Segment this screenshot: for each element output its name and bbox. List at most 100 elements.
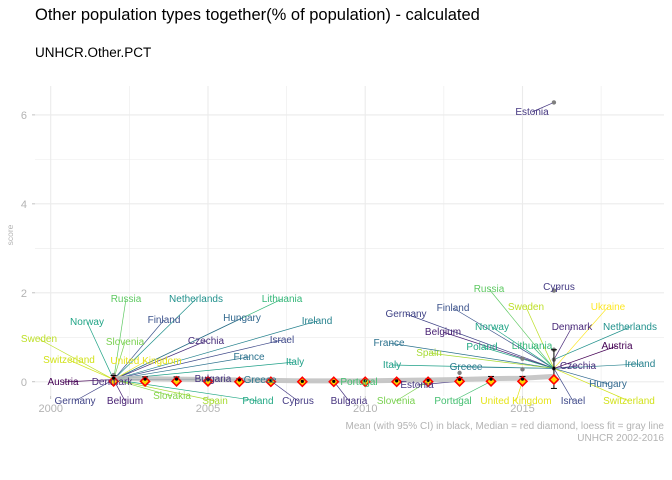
country-label: Norway [475,322,509,333]
country-label: Belgium [107,396,143,407]
country-label: Austria [47,377,79,388]
label-connector [553,368,630,402]
mean-point [426,378,430,383]
country-label: United Kingdom [110,356,181,367]
mean-point [269,379,273,383]
label-connector [38,338,114,380]
label-connector [553,363,641,369]
label-connector [553,306,609,369]
label-connector [491,326,555,369]
label-connector [62,379,114,383]
median-diamond [139,375,151,387]
label-connector [113,379,173,397]
country-label: Austria [601,341,633,352]
x-tick-label: 2005 [196,403,220,415]
country-label: Israel [561,396,585,407]
label-connector [405,313,555,369]
label-connector [86,321,114,380]
data-point [551,288,557,293]
country-label: Belgium [425,327,461,338]
country-label: United Kingdom [480,396,551,407]
country-label: Norway [70,317,104,328]
mean-point [237,378,242,382]
country-label: Italy [286,357,304,368]
mean-point [520,377,525,381]
label-connector [113,298,197,380]
label-connector [113,339,283,380]
country-label: Portugal [434,396,471,407]
country-label: Netherlands [603,322,657,333]
label-connector [525,306,555,369]
label-connector [388,342,554,369]
country-label: Slovenia [377,396,416,407]
label-connector [452,381,492,402]
country-label: Ireland [302,316,333,327]
mean-point [363,379,367,383]
country-label: Ireland [625,359,656,370]
country-label: Hungary [589,379,627,390]
country-label: Sweden [508,302,544,313]
label-connector [113,320,318,380]
country-label: Finland [437,303,470,314]
label-connector [553,368,609,385]
label-connector [531,345,555,369]
x-tick-label: 2000 [38,403,62,415]
median-diamond [516,375,529,387]
label-connector [465,366,554,369]
data-point [457,370,462,376]
country-label: Greece [450,362,483,373]
country-label: Switzerland [603,396,655,407]
label-connector [113,356,250,380]
mean-point [332,379,336,383]
label-connector [442,331,555,369]
country-label: Poland [242,396,273,407]
mean-point [300,379,304,383]
mean-point [489,377,493,381]
median-diamond [233,376,246,388]
label-connector [113,379,216,402]
x-tick-label: 2015 [510,403,534,415]
label-connector [74,379,114,402]
x-tick-label: 2010 [353,403,377,415]
country-label: Portugal [340,377,377,388]
data-point [551,100,557,105]
label-connector [113,319,165,380]
label-connector [553,326,573,360]
country-label: Finland [148,315,181,326]
mean-point [552,366,556,371]
country-label: Germany [385,309,426,320]
label-connector [395,381,429,402]
chart-caption-line-1: Mean (with 95% CI) in black, Median = re… [345,421,665,432]
country-label: Sweden [21,334,57,345]
country-label: Bulgaria [331,396,368,407]
mean-point [112,376,116,380]
country-label: Russia [111,294,142,305]
country-label: Germany [54,396,95,407]
country-label: Denmark [92,377,134,388]
mean-point [206,377,210,382]
label-connector [488,288,555,369]
country-label: Czechia [560,361,597,372]
country-label: Lithuania [512,341,553,352]
data-point [520,356,525,361]
median-diamond [202,375,214,387]
chart-title: Other population types together(% of pop… [35,6,480,24]
y-tick-label: 0 [21,377,27,389]
median-diamond [453,375,466,387]
country-label: Switzerland [43,355,95,366]
mean-point [457,377,462,382]
country-label: Czechia [188,336,225,347]
mean-point [174,377,179,381]
country-label: Ukraine [591,302,626,313]
country-label: Estonia [400,380,434,391]
country-label: France [233,352,265,363]
label-connector [531,102,555,113]
y-axis-title: score [5,224,15,245]
label-connector [113,298,127,380]
country-label: Slovenia [106,337,145,348]
country-label: Estonia [515,107,549,118]
chart-subtitle: UNHCR.Other.PCT [35,45,152,60]
country-label: Netherlands [169,294,223,305]
